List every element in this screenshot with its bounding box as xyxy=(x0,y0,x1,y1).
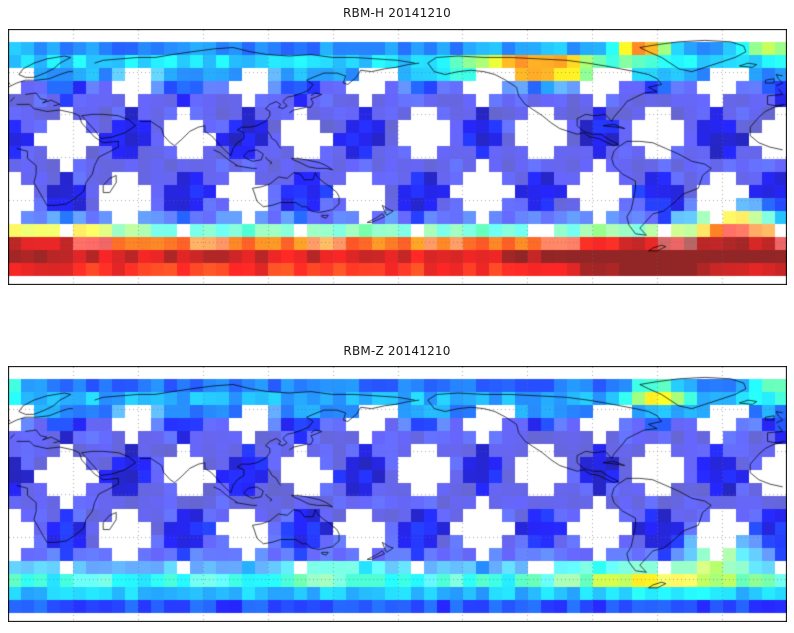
rbm-h-title: RBM-H 20141210 xyxy=(343,6,451,20)
rbm-z-map xyxy=(8,366,787,622)
rbm-z-title: RBM-Z 20141210 xyxy=(343,344,451,358)
rbm-h-map xyxy=(8,29,787,285)
